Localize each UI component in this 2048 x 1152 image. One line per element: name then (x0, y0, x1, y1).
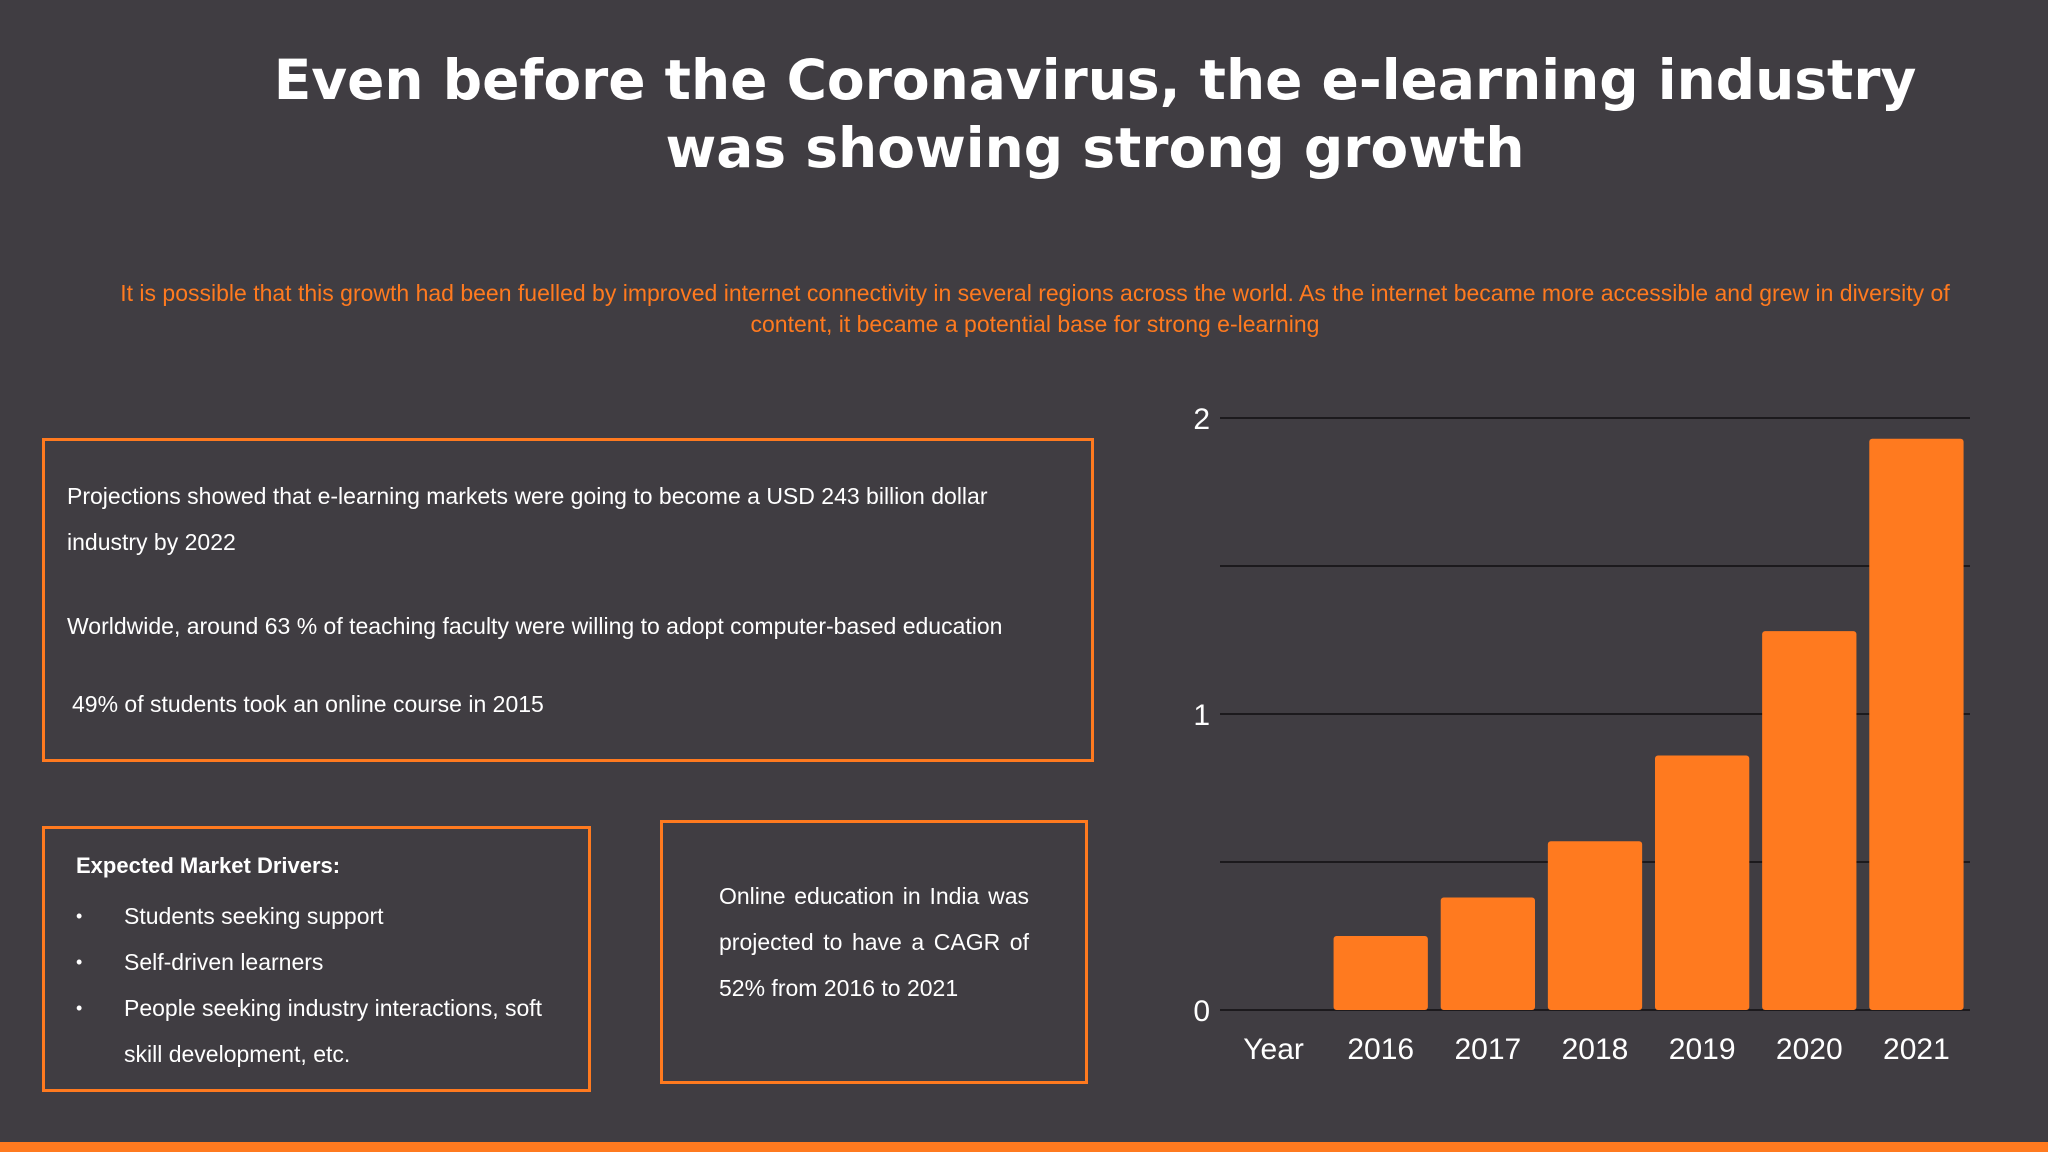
bar-2020 (1762, 631, 1857, 1010)
market-drivers-box: Expected Market Drivers: • Students seek… (42, 826, 591, 1092)
bar-2016 (1333, 936, 1428, 1010)
cagr-statement: Online education in India was projected … (719, 883, 1029, 1001)
bullet-icon: • (76, 952, 83, 972)
x-tick-label: 2017 (1454, 1033, 1521, 1066)
x-tick-label: 2021 (1883, 1033, 1950, 1066)
growth-bar-chart: 0 1 2 Year 2016 2017 2018 2019 2020 2021 (1193, 403, 1970, 1066)
bullet-icon: • (76, 998, 83, 1018)
list-item: • People seeking industry interactions, … (76, 985, 576, 1077)
list-item-label: Students seeking support (124, 903, 384, 929)
x-tick-label: 2020 (1776, 1033, 1843, 1066)
statistic-market-projection: Projections showed that e-learning marke… (67, 483, 988, 555)
x-tick-label: 2018 (1562, 1033, 1629, 1066)
statistics-box: Projections showed that e-learning marke… (42, 438, 1094, 762)
bar-2021 (1869, 438, 1964, 1011)
y-tick-label: 2 (1193, 403, 1210, 436)
bar-2019 (1655, 755, 1750, 1010)
list-item: • Students seeking support (76, 893, 576, 939)
x-tick-label: 2019 (1669, 1033, 1736, 1066)
statistic-teaching-faculty: Worldwide, around 63 % of teaching facul… (67, 613, 1003, 639)
bullet-icon: • (76, 906, 83, 926)
bar-2017 (1440, 897, 1535, 1010)
list-item-label: People seeking industry interactions, so… (124, 995, 543, 1067)
market-drivers-heading: Expected Market Drivers: (76, 853, 341, 878)
y-tick-label: 0 (1193, 995, 1210, 1028)
market-drivers-list: • Students seeking support • Self-driven… (76, 893, 576, 1077)
bar-2018 (1547, 841, 1643, 1010)
page-title-line-2: was showing strong growth (665, 116, 1525, 180)
y-tick-label: 1 (1193, 699, 1210, 732)
bottom-accent-strip (0, 1142, 2048, 1152)
page-subtitle: It is possible that this growth had been… (120, 280, 1950, 337)
page-title-line-1: Even before the Coronavirus, the e-learn… (273, 48, 1917, 112)
list-item: • Self-driven learners (76, 939, 576, 985)
x-tick-label: Year (1243, 1033, 1304, 1066)
list-item-label: Self-driven learners (124, 949, 324, 975)
statistic-students-online: 49% of students took an online course in… (72, 691, 544, 717)
x-tick-label: 2016 (1347, 1033, 1414, 1066)
cagr-box: Online education in India was projected … (660, 820, 1088, 1084)
page-title: Even before the Coronavirus, the e-learn… (260, 46, 1930, 182)
